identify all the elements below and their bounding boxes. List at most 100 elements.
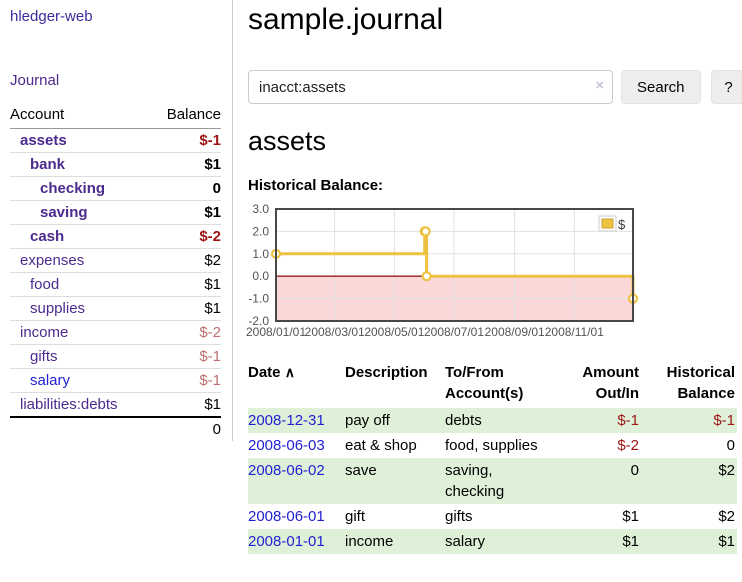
register-header-balance: Historical Balance xyxy=(666,364,735,402)
register-header-amount: Amount Out/In xyxy=(582,364,639,402)
clear-search-icon[interactable]: × xyxy=(595,77,604,94)
account-link-gifts[interactable]: gifts xyxy=(30,348,58,365)
accounts-total-balance: 0 xyxy=(150,416,221,441)
main-content: sample.journal × Search ? assets Histori… xyxy=(233,0,742,582)
account-row: cash $-2 xyxy=(10,224,221,249)
transaction-date-link[interactable]: 2008-06-02 xyxy=(248,462,325,479)
svg-text:2008/05/01: 2008/05/01 xyxy=(364,325,424,339)
sidebar: hledger-web Journal Account Balance asse… xyxy=(0,0,233,441)
transaction-balance: 0 xyxy=(726,437,735,454)
account-row: food $1 xyxy=(10,272,221,297)
transaction-description: eat & shop xyxy=(345,437,417,454)
account-row: assets $-1 xyxy=(10,129,221,153)
page-title: sample.journal xyxy=(248,3,444,36)
transaction-accounts: saving, checking xyxy=(445,462,505,500)
transaction-accounts: food, supplies xyxy=(445,437,538,454)
search-bar: × Search ? xyxy=(248,70,742,104)
account-link-food[interactable]: food xyxy=(30,276,60,293)
account-balance: $1 xyxy=(150,152,221,177)
account-row: income $-2 xyxy=(10,320,221,345)
sort-ascending-icon: ∧ xyxy=(284,364,295,380)
svg-text:2.0: 2.0 xyxy=(252,224,269,238)
transaction-amount: 0 xyxy=(630,462,639,479)
svg-text:2008/01/01: 2008/01/01 xyxy=(246,325,306,339)
account-row: checking 0 xyxy=(10,176,221,201)
transaction-balance: $2 xyxy=(718,508,735,525)
transaction-description: save xyxy=(345,462,377,479)
account-balance: $1 xyxy=(150,200,221,225)
register-header-description: Description xyxy=(345,364,428,381)
account-balance: $-2 xyxy=(150,224,221,249)
transaction-description: gift xyxy=(345,508,366,525)
account-balance: $-2 xyxy=(150,320,221,345)
account-balance: 0 xyxy=(150,176,221,201)
accounts-table: Account Balance assets $-1 bank $1 checking 0… xyxy=(10,104,221,441)
register-table: Date ∧ Description To/From Account(s) Am… xyxy=(248,360,737,554)
register-header-date[interactable]: Date ∧ xyxy=(248,360,345,408)
transaction-balance: $1 xyxy=(718,533,735,550)
help-button[interactable]: ? xyxy=(710,70,742,104)
accounts-table-body: assets $-1 bank $1 checking 0 saving $1 cash $-2 e… xyxy=(10,129,221,417)
transaction-row: 2008-01-01 income salary $1 $1 xyxy=(248,529,737,554)
transaction-description: pay off xyxy=(345,412,390,429)
account-balance: $-1 xyxy=(199,132,221,149)
svg-text:1.0: 1.0 xyxy=(252,247,269,261)
account-balance: $1 xyxy=(150,272,221,297)
transaction-accounts: salary xyxy=(445,533,486,550)
transaction-row: 2008-06-01 gift gifts $1 $2 xyxy=(248,504,737,529)
account-link-saving[interactable]: saving xyxy=(40,204,88,221)
account-row: expenses $2 xyxy=(10,248,221,273)
svg-text:2008/11/01: 2008/11/01 xyxy=(545,325,604,339)
account-link-cash[interactable]: cash xyxy=(30,228,65,245)
register-header-date-label: Date xyxy=(248,364,281,381)
svg-text:2008/03/01: 2008/03/01 xyxy=(305,325,365,339)
account-link-checking[interactable]: checking xyxy=(40,180,106,197)
register-header-accounts: To/From Account(s) xyxy=(445,364,524,402)
account-link-income[interactable]: income xyxy=(20,324,69,341)
historical-balance-chart: $3.0 2.0 1.0 0.0 -1.0 -2.02008/01/012008/03/0… xyxy=(246,202,639,339)
accounts-total-row: 0 xyxy=(10,416,221,441)
account-link-assets[interactable]: assets xyxy=(20,132,67,149)
accounts-header-row: Account Balance xyxy=(10,104,221,129)
account-link-liabilities-debts[interactable]: liabilities:debts xyxy=(20,396,118,413)
search-input[interactable] xyxy=(248,70,613,104)
account-row: liabilities:debts $1 xyxy=(10,392,221,417)
account-balance: $1 xyxy=(150,296,221,321)
transaction-date-link[interactable]: 2008-01-01 xyxy=(248,533,325,550)
transaction-date-link[interactable]: 2008-06-03 xyxy=(248,437,325,454)
account-balance: $1 xyxy=(150,392,221,417)
transaction-balance: $2 xyxy=(718,462,735,479)
sidebar-item-journal[interactable]: Journal xyxy=(10,72,60,89)
svg-text:2008/09/01: 2008/09/01 xyxy=(485,325,545,339)
transaction-date-link[interactable]: 2008-06-01 xyxy=(248,508,325,525)
account-link-supplies[interactable]: supplies xyxy=(30,300,86,317)
account-link-bank[interactable]: bank xyxy=(30,156,66,173)
search-box: × xyxy=(248,70,613,104)
account-balance: $-1 xyxy=(150,344,221,369)
svg-text:2008/07/01: 2008/07/01 xyxy=(424,325,484,339)
account-link-expenses[interactable]: expenses xyxy=(20,252,85,269)
accounts-header-balance: Balance xyxy=(150,104,221,129)
transaction-accounts: debts xyxy=(445,412,482,429)
svg-text:-1.0: -1.0 xyxy=(248,292,269,306)
register-table-body: 2008-12-31 pay off debts $-1 $-1 2008-06-03 ea… xyxy=(248,408,737,554)
account-link-salary[interactable]: salary xyxy=(30,372,71,389)
svg-text:$: $ xyxy=(618,217,626,232)
account-balance: $2 xyxy=(150,248,221,273)
search-button[interactable]: Search xyxy=(621,70,701,104)
transaction-row: 2008-06-02 save saving, checking 0 $2 xyxy=(248,458,737,504)
app-title-link[interactable]: hledger-web xyxy=(10,8,93,25)
transaction-accounts: gifts xyxy=(445,508,473,525)
account-row: supplies $1 xyxy=(10,296,221,321)
transaction-date-link[interactable]: 2008-12-31 xyxy=(248,412,325,429)
svg-text:3.0: 3.0 xyxy=(252,202,269,216)
account-row: gifts $-1 xyxy=(10,344,221,369)
transaction-amount: $1 xyxy=(622,508,639,525)
transaction-balance: $-1 xyxy=(713,412,735,429)
svg-text:-2.0: -2.0 xyxy=(248,314,269,328)
account-row: bank $1 xyxy=(10,152,221,177)
transaction-row: 2008-06-03 eat & shop food, supplies $-2 0 xyxy=(248,433,737,458)
transaction-description: income xyxy=(345,533,394,550)
accounts-header-account: Account xyxy=(10,104,151,129)
account-row: salary $-1 xyxy=(10,368,221,393)
